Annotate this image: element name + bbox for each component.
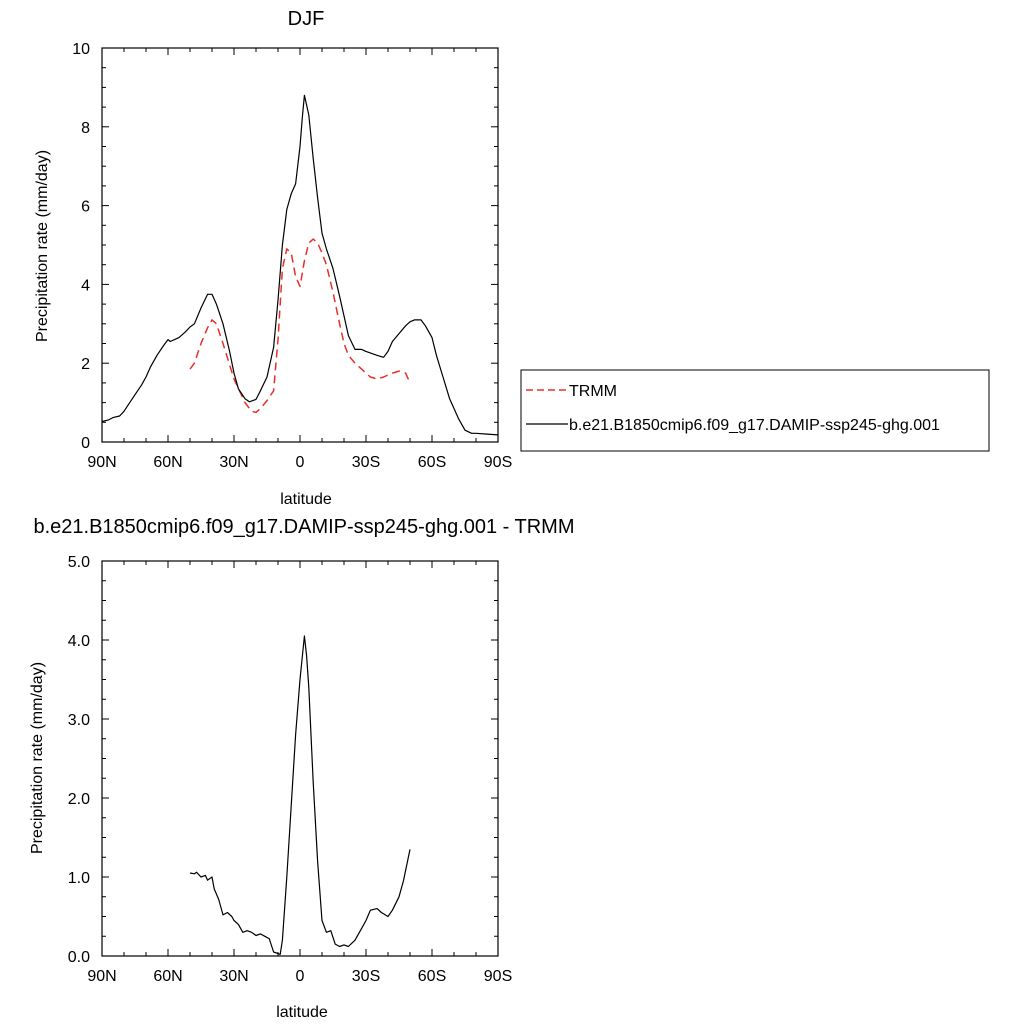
- legend-label-trmm: TRMM: [569, 383, 617, 400]
- top-panel-title: DJF: [288, 8, 325, 30]
- top-x-axis-label: latitude: [280, 491, 332, 508]
- bottom-y-tick-label: 3.0: [68, 712, 90, 729]
- legend-label-model: b.e21.B1850cmip6.f09_g17.DAMIP-ssp245-gh…: [569, 417, 940, 434]
- top-plot-frame: [101, 47, 499, 443]
- bottom-y-tick-label: 1.0: [68, 870, 90, 887]
- bottom-x-tick-label: 60N: [153, 968, 182, 985]
- top-y-axis-label: Precipitation rate (mm/day): [34, 150, 51, 342]
- top-x-tick-label: 0: [296, 454, 305, 471]
- top-y-tick-label: 6: [81, 199, 90, 216]
- bottom-x-tick-label: 30N: [219, 968, 248, 985]
- top-y-tick-label: 8: [81, 120, 90, 137]
- top-x-tick-label: 90S: [484, 454, 512, 471]
- bottom-y-tick-label: 5.0: [68, 554, 90, 571]
- bottom-x-tick-label: 30S: [352, 968, 380, 985]
- bottom-panel: b.e21.B1850cmip6.f09_g17.DAMIP-ssp245-gh…: [29, 516, 575, 1021]
- bottom-x-tick-label: 90S: [484, 968, 512, 985]
- top-y-tick-label: 10: [72, 41, 90, 58]
- top-x-tick-label: 30N: [219, 454, 248, 471]
- bottom-plot-frame: [101, 560, 499, 957]
- top-x-tick-label: 90N: [87, 454, 116, 471]
- top-y-tick-label: 2: [81, 356, 90, 373]
- bottom-y-tick-label: 0.0: [68, 949, 90, 966]
- bottom-y-tick-label: 2.0: [68, 791, 90, 808]
- bottom-plot-area: 90N 60N 30N 0 30S 60S 90S 0.0 1.0 2.0 3.0 4.0 5.0: [68, 554, 512, 985]
- top-plot-area: 90N 60N 30N 0 30S 60S 90S 0 2 4 6 8 10: [72, 41, 512, 471]
- bottom-y-axis-label: Precipitation rate (mm/day): [29, 662, 46, 854]
- top-x-tick-label: 30S: [352, 454, 380, 471]
- bottom-x-axis-label: latitude: [276, 1004, 328, 1021]
- bottom-x-tick-label: 0: [296, 968, 305, 985]
- top-series-line-model: [101, 94, 499, 436]
- legend: TRMM b.e21.B1850cmip6.f09_g17.DAMIP-ssp2…: [520, 369, 990, 452]
- bottom-panel-title: b.e21.B1850cmip6.f09_g17.DAMIP-ssp245-gh…: [33, 516, 574, 538]
- bottom-x-tick-label: 60S: [418, 968, 446, 985]
- bottom-x-tick-label: 90N: [87, 968, 116, 985]
- bottom-series-line-model: [189, 635, 411, 956]
- bottom-y-tick-label: 4.0: [68, 633, 90, 650]
- top-x-tick-label: 60N: [153, 454, 182, 471]
- top-x-tick-label: 60S: [418, 454, 446, 471]
- top-y-tick-label: 0: [81, 435, 90, 452]
- top-y-tick-label: 4: [81, 277, 90, 294]
- legend-box: [520, 369, 990, 452]
- top-series-line-trmm: [189, 238, 411, 414]
